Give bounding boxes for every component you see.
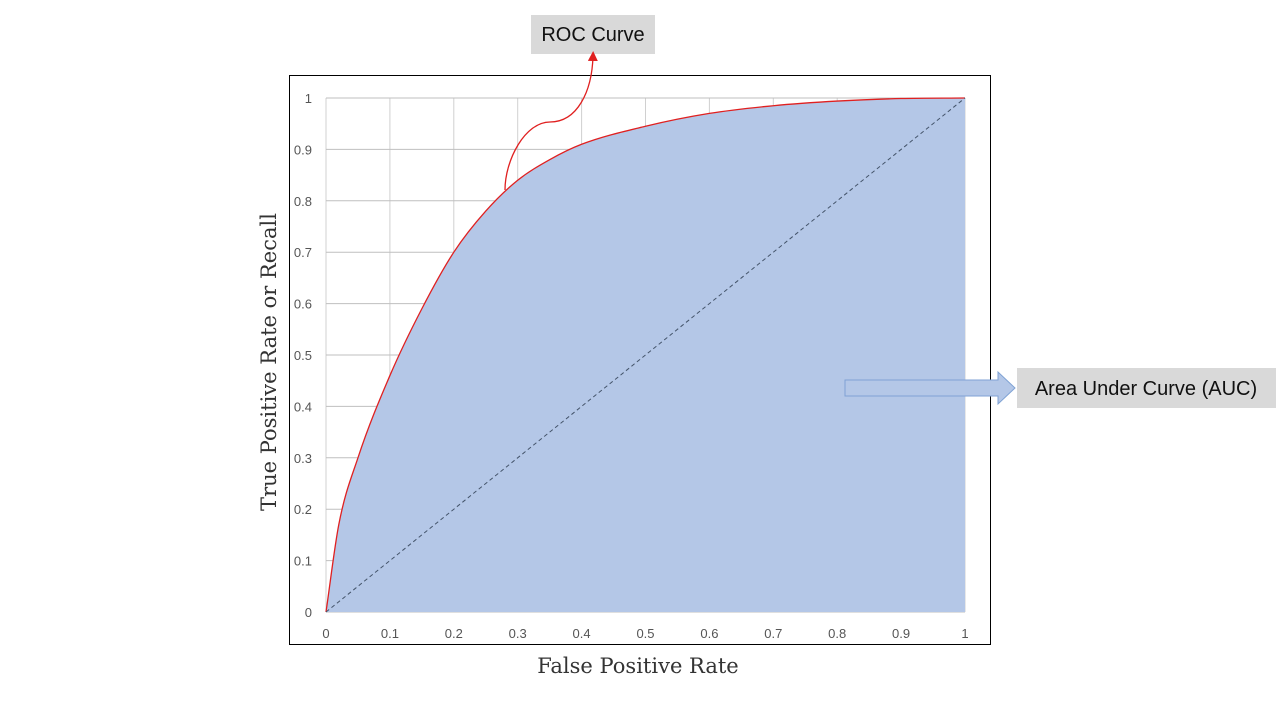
roc-curve-label: ROC Curve <box>541 24 644 46</box>
x-tick-label-1: 0.1 <box>381 626 399 641</box>
auc-callout: Area Under Curve (AUC) <box>844 368 1276 408</box>
x-tick-label-10: 1 <box>961 626 968 641</box>
x-tick-label-4: 0.4 <box>573 626 591 641</box>
roc-curve-callout: ROC Curve <box>504 15 655 191</box>
roc-curve-arrow <box>504 51 598 191</box>
x-tick-label-2: 0.2 <box>445 626 463 641</box>
y-tick-label-5: 0.5 <box>294 348 312 363</box>
auc-arrow <box>844 370 1016 406</box>
y-tick-label-0: 0 <box>305 605 312 620</box>
y-tick-label-3: 0.3 <box>294 451 312 466</box>
y-axis-title: True Positive Rate or Recall <box>257 213 281 511</box>
x-axis-ticks: 0 0.1 0.2 0.3 0.4 0.5 0.6 0.7 0.8 0.9 1 <box>322 626 968 641</box>
y-tick-label-8: 0.8 <box>294 194 312 209</box>
random-classifier-line <box>325 97 966 613</box>
y-tick-label-10: 1 <box>305 91 312 106</box>
y-axis-ticks: 0 0.1 0.2 0.3 0.4 0.5 0.6 0.7 0.8 0.9 1 <box>294 91 312 620</box>
x-tick-label-9: 0.9 <box>892 626 910 641</box>
x-axis-title: False Positive Rate <box>537 654 738 678</box>
auc-label: Area Under Curve (AUC) <box>1035 378 1257 400</box>
x-tick-label-3: 0.3 <box>509 626 527 641</box>
x-tick-label-5: 0.5 <box>636 626 654 641</box>
y-tick-label-4: 0.4 <box>294 399 312 414</box>
y-tick-label-7: 0.7 <box>294 245 312 260</box>
x-tick-label-7: 0.7 <box>764 626 782 641</box>
roc-curve-label-box <box>531 15 655 54</box>
x-tick-label-6: 0.6 <box>700 626 718 641</box>
y-tick-label-6: 0.6 <box>294 297 312 312</box>
x-tick-label-8: 0.8 <box>828 626 846 641</box>
x-tick-label-0: 0 <box>322 626 329 641</box>
y-tick-label-9: 0.9 <box>294 142 312 157</box>
roc-curve-line <box>325 97 966 613</box>
y-tick-label-2: 0.2 <box>294 502 312 517</box>
auc-label-box <box>1017 368 1276 408</box>
y-tick-label-1: 0.1 <box>294 554 312 569</box>
